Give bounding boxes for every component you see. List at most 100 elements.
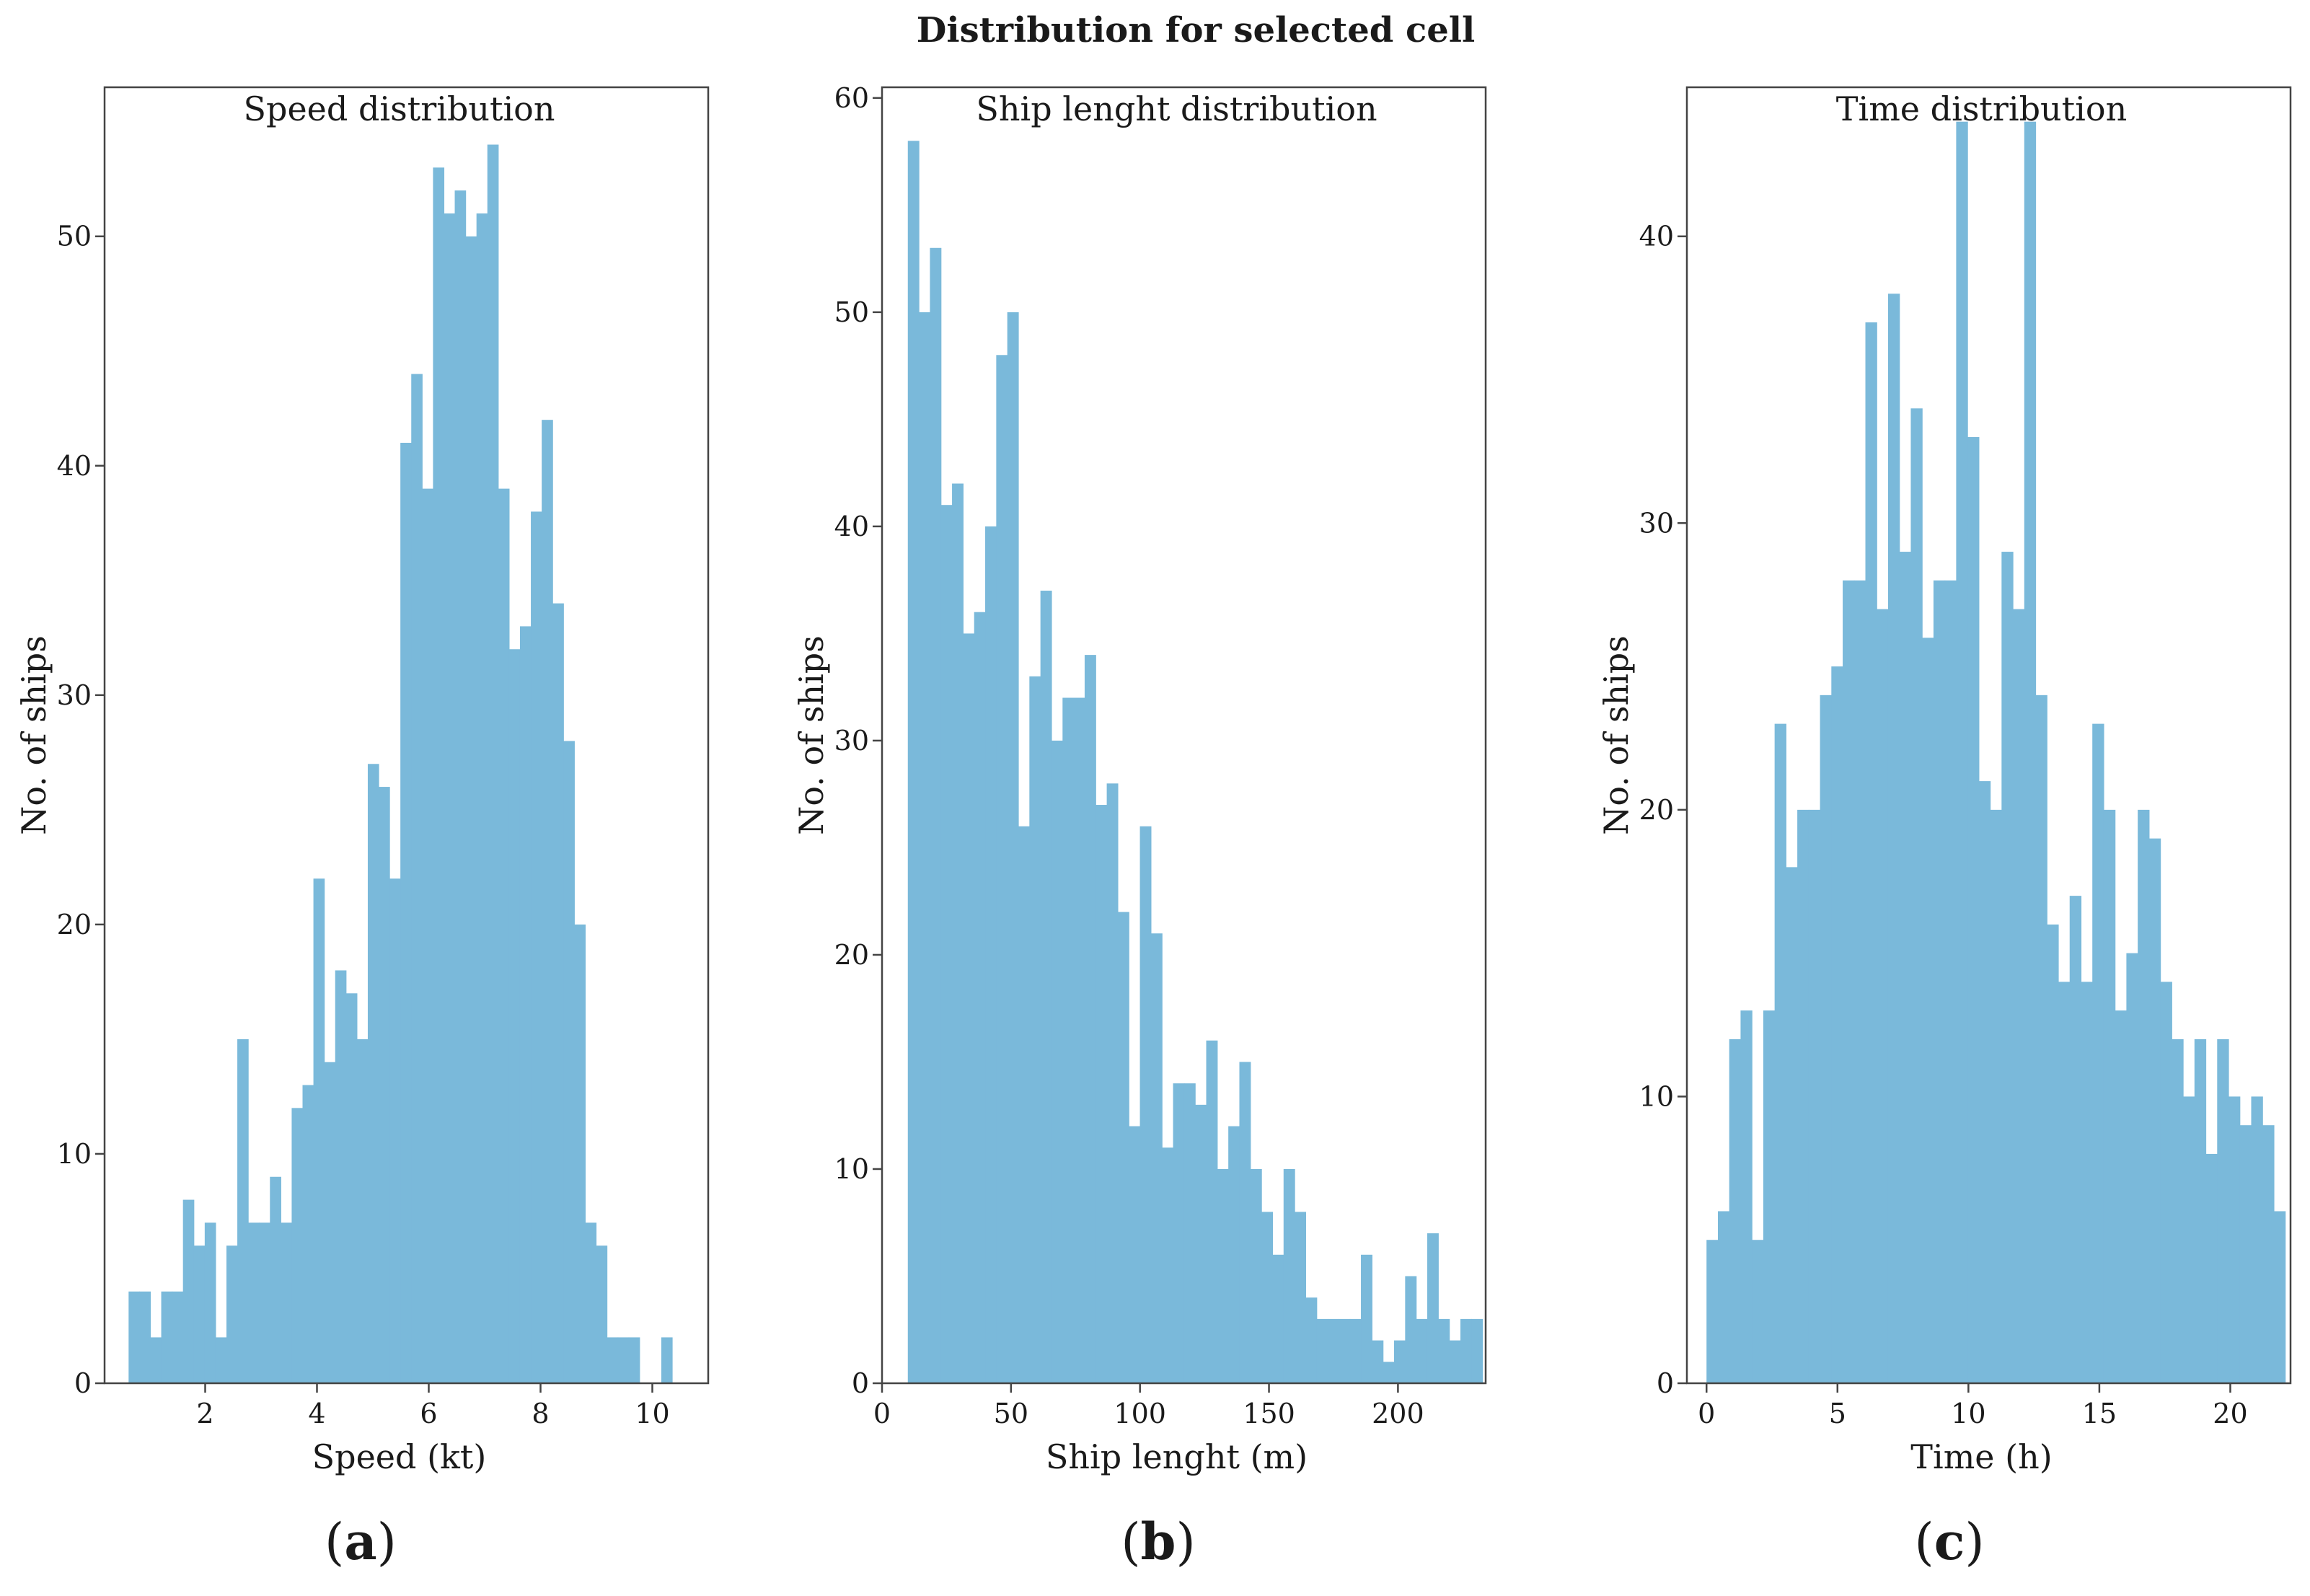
histogram-bar [1438,1318,1450,1383]
y-tick-label: 20 [57,909,92,940]
histogram-bar [1239,1062,1251,1383]
histogram-bar [985,526,997,1383]
histogram-bar [454,190,467,1383]
x-tick-label: 150 [1243,1398,1295,1429]
histogram-bar [2229,1096,2241,1383]
histogram-bar [1339,1318,1351,1383]
histogram-bar [2273,1211,2286,1383]
histogram-bar [2115,1010,2127,1383]
y-tick-label: 40 [1639,221,1674,252]
histogram-bar [422,488,433,1383]
y-tick-label: 30 [1639,507,1674,539]
histogram-bar [1372,1340,1384,1383]
histogram-bar [1139,826,1152,1383]
histogram-bar [1831,666,1843,1383]
histogram-bar [1295,1212,1307,1383]
histogram-bar [1106,783,1119,1383]
histogram-bar [1029,676,1041,1383]
histogram-bar [1051,740,1063,1383]
x-tick-label: 2 [196,1398,213,1429]
histogram-bar [313,878,325,1383]
histogram-bar [226,1246,238,1383]
y-tick-label: 20 [1639,794,1674,826]
panel-title: Time distribution [1836,89,2127,128]
histogram-bar [389,878,401,1383]
histogram-bar [2160,982,2172,1383]
histogram-bar [1427,1233,1439,1383]
panel-caption: (b) [1121,1512,1196,1571]
histogram-bar [1150,933,1163,1383]
caption-paren-close: ) [1176,1512,1195,1571]
y-axis-label: No. of ships [792,635,831,835]
histogram-bar [1261,1212,1274,1383]
histogram-bar [1383,1362,1395,1383]
histogram-bar [1195,1104,1207,1383]
histogram-bar [2205,1153,2218,1383]
histogram-bar [563,741,575,1383]
y-tick-label: 30 [57,679,92,711]
histogram-bar [128,1291,140,1383]
caption-paren-open: ( [1914,1512,1934,1571]
y-axis-label: No. of ships [14,635,53,835]
x-tick-label: 0 [873,1398,891,1429]
histogram-bar [1808,809,1821,1383]
histogram-bar [519,626,532,1384]
histogram-bar [182,1199,195,1383]
y-tick-label: 50 [834,296,869,328]
histogram-bar [433,167,445,1383]
histogram-bar [596,1246,608,1383]
histogram-bar [1967,437,1980,1383]
chart-panel-b: 0 50 100 150 200 0 10 20 30 40 50 60 Ship lenght dis… [792,82,1487,1571]
histogram-bar [1173,1083,1185,1383]
histogram-bar [139,1291,151,1383]
histogram-bar [379,787,390,1383]
histogram-bar [531,511,542,1383]
histogram-bars [907,141,1484,1384]
x-tick-label: 15 [2082,1398,2117,1429]
histogram-bar [1933,580,1946,1383]
histogram-bar [1460,1318,1472,1383]
caption-letter: c [1934,1512,1965,1571]
x-axis-label: Speed (kt) [312,1437,487,1476]
x-tick-label: 100 [1114,1398,1166,1429]
plot-frame [881,86,1487,1385]
caption-paren-close: ) [377,1512,397,1571]
x-tick-label: 200 [1372,1398,1424,1429]
histogram-bar [1096,805,1108,1383]
histogram-bar [628,1337,640,1383]
histogram-bar [487,144,499,1383]
histogram-bar [552,603,564,1383]
histogram-bar [367,764,379,1383]
histogram-bar [2092,723,2104,1383]
histogram-bar [237,1039,249,1383]
histogram-bar [1887,294,1900,1383]
histogram-bar [2058,982,2071,1383]
histogram-bar [281,1222,293,1383]
panel-caption: (c) [1914,1512,1984,1571]
x-tick-label: 50 [994,1398,1028,1429]
y-tick-label: 40 [57,450,92,482]
histogram-bar [930,247,942,1383]
x-tick-label: 20 [2213,1398,2247,1429]
histogram-bar [1250,1168,1262,1383]
histogram-bar [302,1085,314,1383]
histogram-bar [919,312,931,1383]
histogram-bar [1922,638,1934,1383]
panel-title: Speed distribution [243,89,555,128]
x-tick-label: 5 [1829,1398,1846,1429]
histogram-bar [1305,1297,1318,1383]
y-tick-label: 10 [834,1153,869,1185]
histogram-bar [1820,695,1832,1383]
histogram-bar [1361,1254,1372,1383]
caption-letter: a [344,1512,376,1571]
histogram-bar [1117,912,1129,1383]
x-tick-label: 8 [532,1398,549,1429]
histogram-bar [411,374,423,1383]
histogram-bar [907,141,920,1383]
x-tick-label: 10 [1951,1398,1985,1429]
y-tick-label: 0 [74,1367,92,1399]
histogram-bar [2138,809,2150,1383]
histogram-bar [1471,1318,1484,1383]
histogram-bar [1706,1240,1719,1383]
histogram-bar [1018,826,1030,1383]
